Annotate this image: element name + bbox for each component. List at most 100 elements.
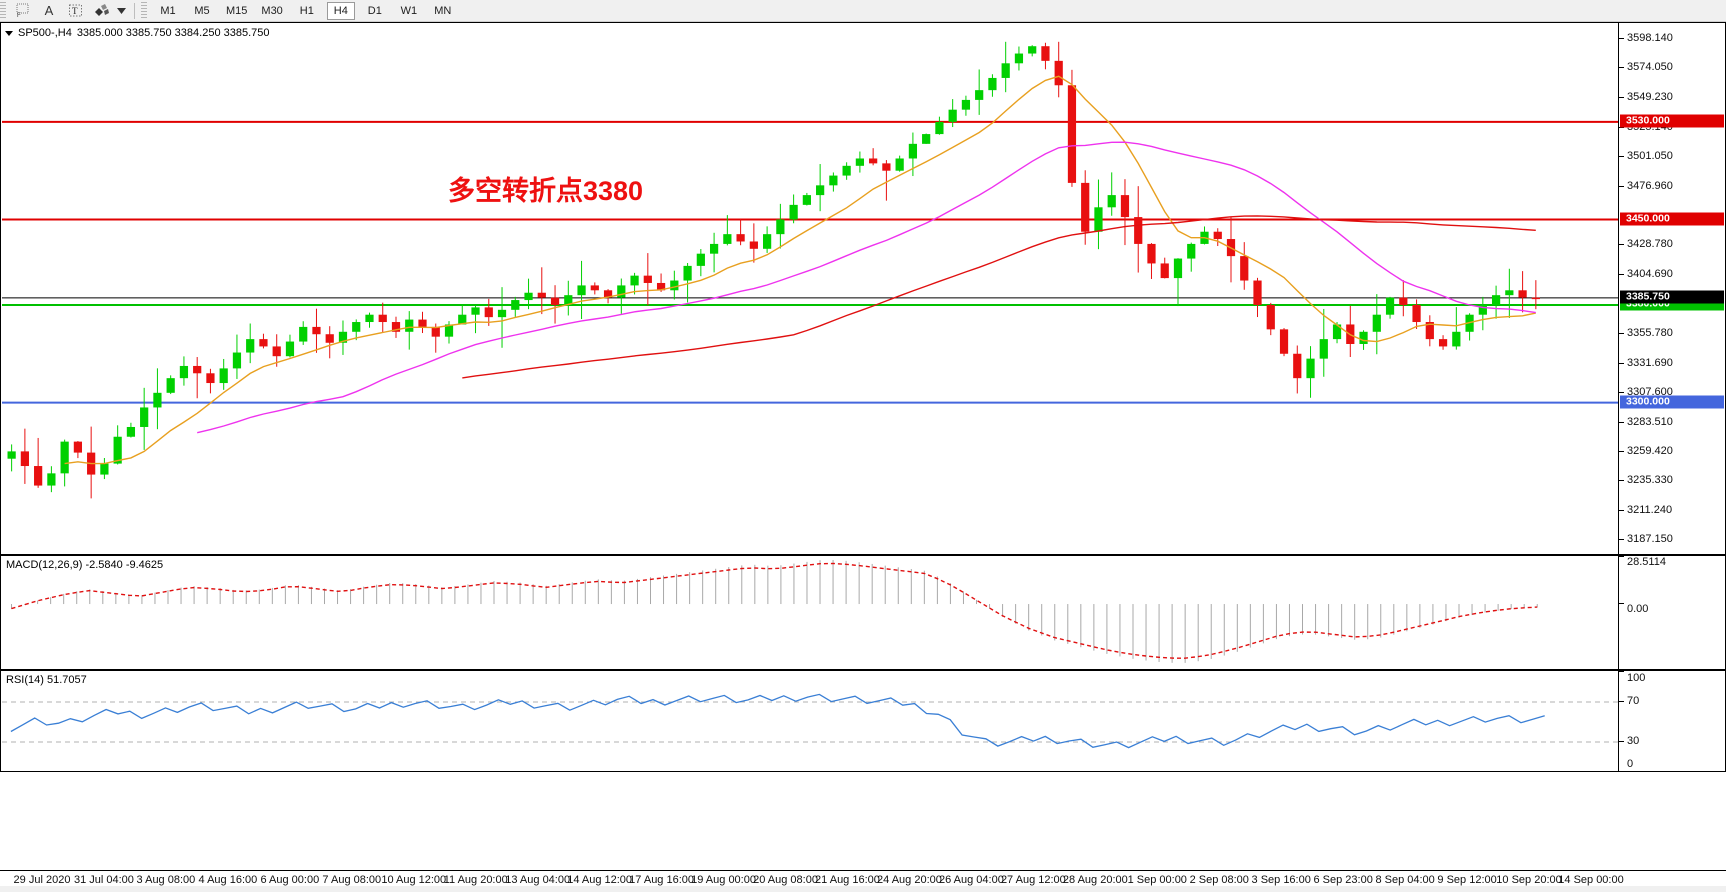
time-tick-label: 21 Aug 16:00 bbox=[815, 874, 880, 886]
timeframe-grip[interactable] bbox=[141, 1, 147, 20]
rsi-plot[interactable] bbox=[2, 672, 1618, 770]
axis-tick bbox=[1619, 67, 1624, 69]
instrument-symbol: SP500-,H4 bbox=[18, 27, 72, 39]
timeframe-m5[interactable]: M5 bbox=[194, 4, 210, 17]
timeframe-w1[interactable]: W1 bbox=[400, 4, 418, 17]
rsi-tick-label: 70 bbox=[1627, 695, 1640, 707]
status-strip bbox=[0, 886, 1726, 892]
price-tick-label: 3235.330 bbox=[1627, 474, 1673, 487]
rsi-pane[interactable]: RSI(14) 51.7057 100 70 30 0 bbox=[0, 670, 1726, 772]
time-tick-label: 17 Aug 16:00 bbox=[629, 874, 695, 886]
axis-tick bbox=[1619, 244, 1624, 246]
price-tick-label: 3598.140 bbox=[1627, 31, 1673, 44]
price-tick-label: 3187.150 bbox=[1627, 533, 1673, 546]
axis-tick bbox=[1619, 741, 1624, 742]
chart-area[interactable]: SP500-,H4 3385.000 3385.750 3384.250 338… bbox=[0, 22, 1726, 870]
time-tick-label: 27 Aug 12:00 bbox=[1000, 874, 1066, 886]
rsi-tick-label: 30 bbox=[1627, 735, 1640, 747]
axis-tick bbox=[1619, 362, 1624, 364]
time-tick-label: 28 Aug 20:00 bbox=[1062, 874, 1128, 886]
price-tick-label: 3476.960 bbox=[1627, 179, 1673, 192]
time-tick-label: 6 Sep 23:00 bbox=[1313, 874, 1373, 886]
price-tick-label: 3259.420 bbox=[1627, 445, 1673, 458]
rsi-axis[interactable]: 100 70 30 0 bbox=[1618, 671, 1725, 772]
time-tick-label: 14 Aug 12:00 bbox=[567, 874, 633, 886]
price-tick-label: 3283.510 bbox=[1627, 415, 1673, 428]
axis-tick bbox=[1619, 669, 1624, 670]
price-level-pill[interactable]: 3450.000 bbox=[1620, 212, 1724, 225]
time-tick-label: 9 Sep 12:00 bbox=[1437, 874, 1497, 886]
toolbar-separator bbox=[134, 2, 135, 19]
price-pane[interactable]: SP500-,H4 3385.000 3385.750 3384.250 338… bbox=[0, 22, 1726, 555]
time-tick-label: 10 Aug 12:00 bbox=[381, 874, 447, 886]
chart-annotation: 多空转折点3380 bbox=[448, 176, 644, 206]
price-series bbox=[2, 41, 1618, 499]
rsi-series bbox=[2, 693, 1618, 749]
svg-text:F: F bbox=[17, 13, 21, 18]
toolbar: F A T M1 M5 M15 M30 H1 H4 D1 W1 MN bbox=[0, 0, 1726, 22]
time-tick-label: 6 Aug 00:00 bbox=[260, 874, 320, 886]
price-tick-label: 3574.050 bbox=[1627, 61, 1673, 74]
time-tick-label: 24 Aug 20:00 bbox=[877, 874, 942, 886]
time-tick-label: 31 Jul 04:00 bbox=[73, 874, 134, 886]
objects-icon[interactable] bbox=[88, 1, 114, 21]
timeframe-d1[interactable]: D1 bbox=[367, 4, 382, 17]
axis-tick bbox=[1619, 539, 1624, 541]
axis-tick bbox=[1619, 97, 1624, 99]
timeframe-m15[interactable]: M15 bbox=[226, 4, 248, 17]
timeframe-h1[interactable]: H1 bbox=[299, 4, 314, 17]
time-tick-label: 20 Aug 08:00 bbox=[753, 874, 818, 886]
axis-tick bbox=[1619, 603, 1624, 605]
price-tick-label: 3549.230 bbox=[1627, 91, 1673, 104]
timeframe-m1[interactable]: M1 bbox=[160, 4, 176, 17]
collapse-caret-icon[interactable] bbox=[5, 30, 13, 36]
dropdown-arrow-icon[interactable] bbox=[114, 1, 128, 21]
axis-tick bbox=[1619, 273, 1624, 275]
axis-tick bbox=[1619, 509, 1624, 511]
price-level-pill[interactable]: 3385.750 bbox=[1620, 290, 1724, 304]
axis-tick bbox=[1619, 771, 1624, 772]
time-tick-label: 2 Sep 08:00 bbox=[1189, 874, 1249, 886]
axis-tick bbox=[1619, 451, 1624, 453]
time-tick-label: 4 Aug 16:00 bbox=[198, 874, 258, 886]
rsi-label: RSI(14) 51.7057 bbox=[6, 674, 87, 686]
axis-tick bbox=[1619, 156, 1624, 158]
time-tick-label: 1 Sep 00:00 bbox=[1127, 874, 1187, 886]
price-tick-label: 3428.780 bbox=[1627, 238, 1673, 251]
time-tick-label: 3 Aug 08:00 bbox=[136, 874, 196, 886]
time-tick-label: 10 Sep 20:00 bbox=[1496, 874, 1562, 886]
time-tick-label: 7 Aug 08:00 bbox=[322, 874, 382, 886]
rsi-tick-label: 0 bbox=[1627, 758, 1634, 770]
instrument-header: SP500-,H4 3385.000 3385.750 3384.250 338… bbox=[5, 27, 270, 39]
axis-tick bbox=[1619, 185, 1624, 187]
crosshair-f-icon[interactable]: F bbox=[10, 1, 36, 21]
time-tick-label: 13 Aug 04:00 bbox=[505, 874, 571, 886]
time-tick-label: 26 Aug 04:00 bbox=[938, 874, 1004, 886]
instrument-ohlc: 3385.000 3385.750 3384.250 3385.750 bbox=[76, 27, 270, 39]
rsi-tick-label: 100 bbox=[1627, 672, 1646, 684]
toolbar-grip[interactable] bbox=[0, 1, 6, 20]
macd-pane[interactable]: MACD(12,26,9) -2.5840 -9.4625 28.5114 0.0… bbox=[0, 555, 1726, 681]
price-level-pill[interactable]: 3300.000 bbox=[1620, 395, 1724, 409]
svg-text:T: T bbox=[72, 6, 78, 16]
time-tick-label: 8 Sep 04:00 bbox=[1375, 874, 1435, 886]
axis-tick bbox=[1619, 333, 1624, 335]
time-tick-label: 19 Aug 00:00 bbox=[691, 874, 756, 886]
axis-tick bbox=[1619, 556, 1624, 557]
price-level-pill[interactable]: 3530.000 bbox=[1620, 114, 1724, 128]
timeframe-m30[interactable]: M30 bbox=[261, 4, 283, 17]
axis-tick bbox=[1619, 37, 1624, 39]
axis-tick bbox=[1619, 701, 1624, 702]
timeframe-h4[interactable]: H4 bbox=[326, 1, 355, 20]
price-axis[interactable]: 3598.1403574.0503549.2303525.1403501.050… bbox=[1618, 23, 1725, 554]
text-a-icon[interactable]: A bbox=[44, 3, 54, 18]
price-tick-label: 3331.690 bbox=[1627, 356, 1673, 369]
macd-plot[interactable] bbox=[2, 557, 1618, 668]
time-tick-label: 14 Sep 00:00 bbox=[1558, 874, 1624, 886]
axis-tick bbox=[1619, 671, 1624, 672]
timeframe-mn[interactable]: MN bbox=[434, 4, 452, 17]
text-label-icon[interactable]: T bbox=[62, 1, 88, 21]
time-tick-label: 11 Aug 20:00 bbox=[443, 874, 508, 886]
price-plot[interactable] bbox=[2, 24, 1618, 553]
